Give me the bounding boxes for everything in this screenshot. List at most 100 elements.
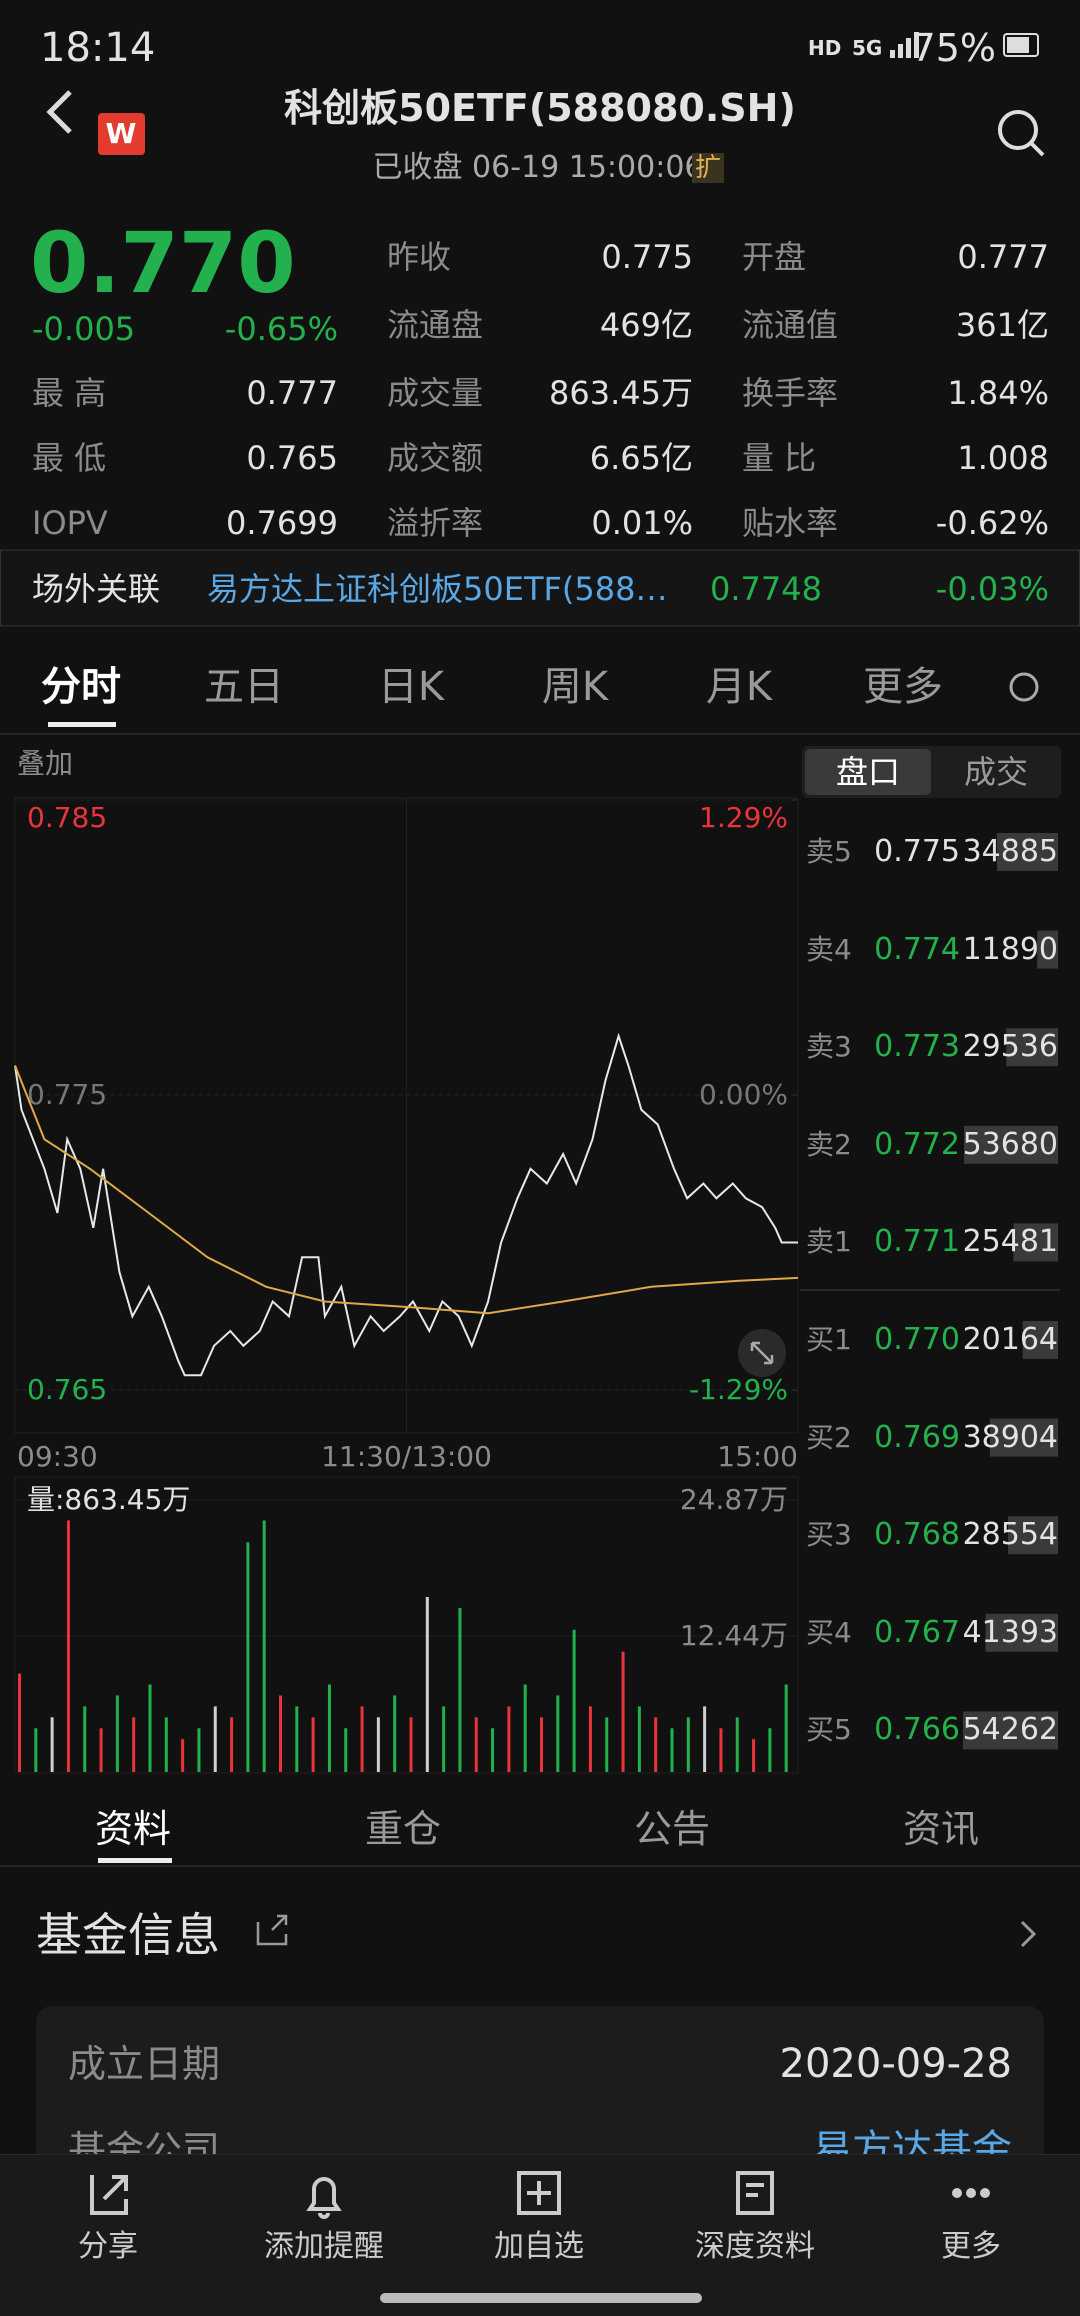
stat-label: 贴水率 bbox=[742, 504, 839, 542]
x-tick-label: 15:00 bbox=[717, 1440, 798, 1473]
volume-bar bbox=[540, 1717, 543, 1772]
nav-label[interactable]: 加自选 bbox=[494, 2229, 584, 2264]
stat-value: 0.7699 bbox=[226, 504, 338, 542]
stat-value: 863.45万 bbox=[549, 374, 693, 412]
book-side: 买1 bbox=[806, 1323, 852, 1356]
section-title: 基金信息 bbox=[36, 1908, 220, 1962]
page-title: 科创板50ETF(588080.SH) bbox=[284, 86, 796, 130]
book-volume-bar bbox=[1022, 1321, 1058, 1359]
stat-label: 开盘 bbox=[742, 238, 807, 276]
stat-label: IOPV bbox=[32, 504, 108, 542]
nav-label[interactable]: 深度资料 bbox=[695, 2229, 815, 2264]
info-tab[interactable]: 资讯 bbox=[902, 1807, 980, 1851]
nav-label[interactable]: 更多 bbox=[941, 2229, 1001, 2264]
search-button[interactable] bbox=[998, 110, 1038, 150]
book-volume: 41393 bbox=[962, 1614, 1058, 1650]
volume-bar bbox=[213, 1706, 217, 1772]
chart-tab[interactable]: 日K bbox=[377, 664, 445, 710]
volume-bar bbox=[295, 1706, 299, 1772]
volume-bar bbox=[99, 1728, 103, 1772]
book-price: 0.774 bbox=[874, 931, 960, 967]
nav-label[interactable]: 分享 bbox=[78, 2229, 138, 2264]
signal-icon bbox=[890, 32, 919, 58]
book-tab[interactable]: 成交 bbox=[963, 753, 1029, 791]
stat-label: 最 低 bbox=[32, 439, 107, 477]
volume-chart-frame bbox=[14, 1476, 799, 1774]
book-price: 0.772 bbox=[874, 1126, 960, 1162]
stat-label: 流通盘 bbox=[387, 306, 484, 344]
book-tab[interactable]: 盘口 bbox=[835, 753, 901, 791]
market-status: 已收盘 06-19 15:00:06 bbox=[372, 150, 704, 185]
chart-tab[interactable]: 更多 bbox=[863, 664, 943, 710]
info-tab[interactable]: 重仓 bbox=[364, 1807, 442, 1851]
average-line bbox=[14, 1065, 799, 1315]
stat-value: 1.84% bbox=[947, 374, 1049, 412]
book-volume: 38904 bbox=[962, 1419, 1058, 1455]
expand-badge[interactable]: 扩 bbox=[691, 153, 725, 183]
stat-value: 1.008 bbox=[957, 439, 1049, 477]
volume-bar bbox=[376, 1717, 380, 1772]
y-tick-label: 12.44万 bbox=[679, 1618, 788, 1652]
chart-tab[interactable]: 周K bbox=[541, 664, 609, 710]
settings-button[interactable] bbox=[1009, 672, 1039, 702]
volume-bar bbox=[425, 1597, 429, 1772]
report-icon[interactable] bbox=[736, 2171, 774, 2215]
book-side: 卖3 bbox=[806, 1030, 852, 1064]
stat-value: -0.62% bbox=[935, 504, 1049, 542]
home-indicator bbox=[380, 2293, 702, 2303]
volume-bar bbox=[784, 1684, 788, 1772]
network-type: 5G bbox=[852, 36, 883, 60]
volume-bar bbox=[507, 1706, 511, 1772]
book-toggle-active bbox=[805, 749, 931, 795]
chevron[interactable] bbox=[1020, 1920, 1037, 1948]
linked-fund-name[interactable]: 易方达上证科创板50ETF(588… bbox=[207, 570, 668, 608]
book-side: 卖2 bbox=[806, 1127, 852, 1161]
linked-bar[interactable] bbox=[0, 549, 1080, 627]
stat-value: 0.777 bbox=[246, 374, 338, 412]
price-change: -0.005 bbox=[32, 310, 136, 348]
share-icon[interactable] bbox=[256, 1914, 288, 1946]
volume-bar bbox=[768, 1728, 772, 1772]
volume-bar bbox=[66, 1520, 70, 1772]
chart-tab[interactable]: 分时 bbox=[41, 664, 121, 710]
overlay-button[interactable]: 叠加 bbox=[17, 747, 74, 780]
add-watch-icon[interactable] bbox=[517, 2171, 561, 2215]
alert-icon[interactable] bbox=[306, 2177, 342, 2219]
stat-label: 换手率 bbox=[742, 374, 839, 412]
volume-bar bbox=[474, 1717, 478, 1772]
book-price: 0.773 bbox=[874, 1029, 960, 1065]
book-volume: 54262 bbox=[962, 1712, 1058, 1748]
y2-tick-label: 1.29% bbox=[699, 801, 788, 834]
back-button[interactable] bbox=[46, 90, 72, 134]
more-icon[interactable] bbox=[952, 2188, 990, 2198]
volume-bar bbox=[50, 1717, 54, 1772]
book-side: 买3 bbox=[806, 1518, 852, 1552]
info-tab[interactable]: 资料 bbox=[94, 1807, 172, 1851]
book-side: 买5 bbox=[806, 1713, 852, 1747]
volume-bar bbox=[262, 1520, 266, 1772]
volume-bar bbox=[491, 1728, 495, 1772]
book-volume: 28554 bbox=[962, 1517, 1058, 1553]
book-volume-bar bbox=[1013, 1223, 1058, 1262]
chart-tab[interactable]: 五日 bbox=[204, 664, 284, 710]
volume-bar bbox=[327, 1684, 331, 1772]
y2-tick-label: 0.00% bbox=[699, 1078, 788, 1111]
stat-label: 流通值 bbox=[742, 306, 839, 344]
share-nav-icon[interactable] bbox=[90, 2175, 128, 2215]
volume-bar bbox=[83, 1706, 87, 1772]
book-volume-bar bbox=[1008, 1516, 1058, 1555]
book-side: 买4 bbox=[806, 1615, 852, 1649]
info-tab[interactable]: 公告 bbox=[633, 1807, 711, 1851]
book-volume-bar bbox=[989, 1418, 1058, 1457]
price-change-pct: -0.65% bbox=[224, 310, 338, 348]
chart-tab[interactable]: 月K bbox=[705, 664, 773, 710]
nav-icons bbox=[90, 2171, 990, 2303]
battery-percent: 75% bbox=[911, 26, 996, 70]
volume-bar bbox=[18, 1673, 21, 1772]
nav-label[interactable]: 添加提醒 bbox=[264, 2229, 384, 2264]
volume-bar bbox=[588, 1706, 592, 1772]
stat-value: 0.765 bbox=[246, 439, 338, 477]
volume-bar bbox=[279, 1695, 282, 1772]
volume-bar bbox=[637, 1706, 641, 1772]
volume-bar bbox=[703, 1706, 707, 1772]
